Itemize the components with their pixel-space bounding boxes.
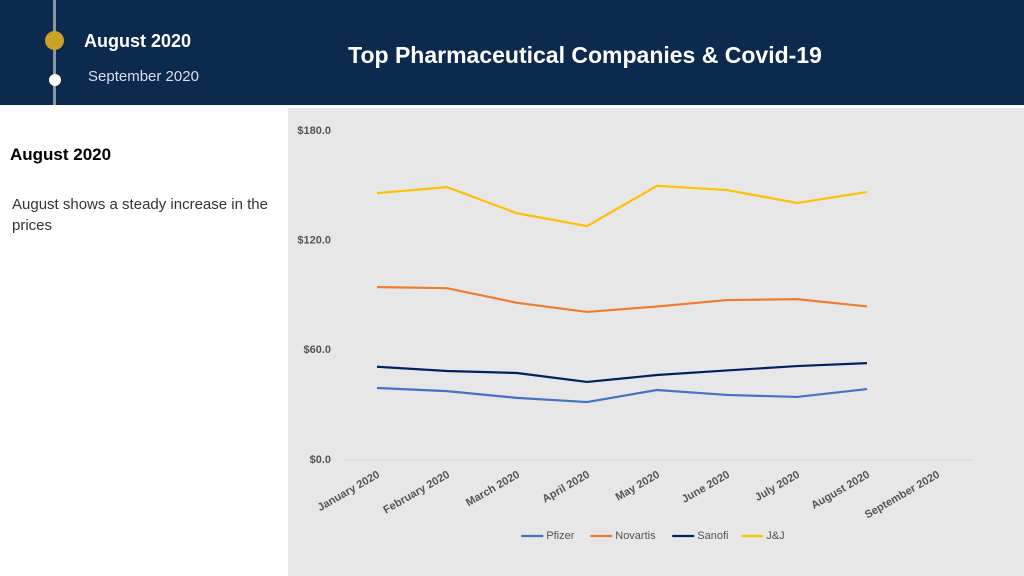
y-tick-label: $60.0 [303,344,331,356]
timeline-dot[interactable] [49,74,61,86]
panel-heading: August 2020 [10,145,112,164]
line-series [376,184,868,228]
legend-label: Pfizer [546,530,574,542]
line-series [376,362,868,384]
line-series [376,285,868,314]
legend-label: Sanofi [697,530,728,542]
line-series [376,386,868,404]
y-tick-label: $0.0 [310,454,331,466]
timeline-line [53,0,56,105]
page-title: Top Pharmaceutical Companies & Covid-19 [348,42,822,68]
y-tick-label: $180.0 [297,125,331,137]
legend-label: J&J [766,530,784,542]
timeline-dot-active[interactable] [45,31,64,50]
y-tick-label: $120.0 [297,235,331,247]
timeline-item[interactable]: September 2020 [88,68,199,85]
panel-text: August shows a steady increase in the pr… [12,196,268,234]
header: August 2020 September 2020 Top Pharmaceu… [0,0,1024,105]
legend-label: Novartis [615,530,656,542]
timeline-item[interactable]: August 2020 [84,31,192,51]
